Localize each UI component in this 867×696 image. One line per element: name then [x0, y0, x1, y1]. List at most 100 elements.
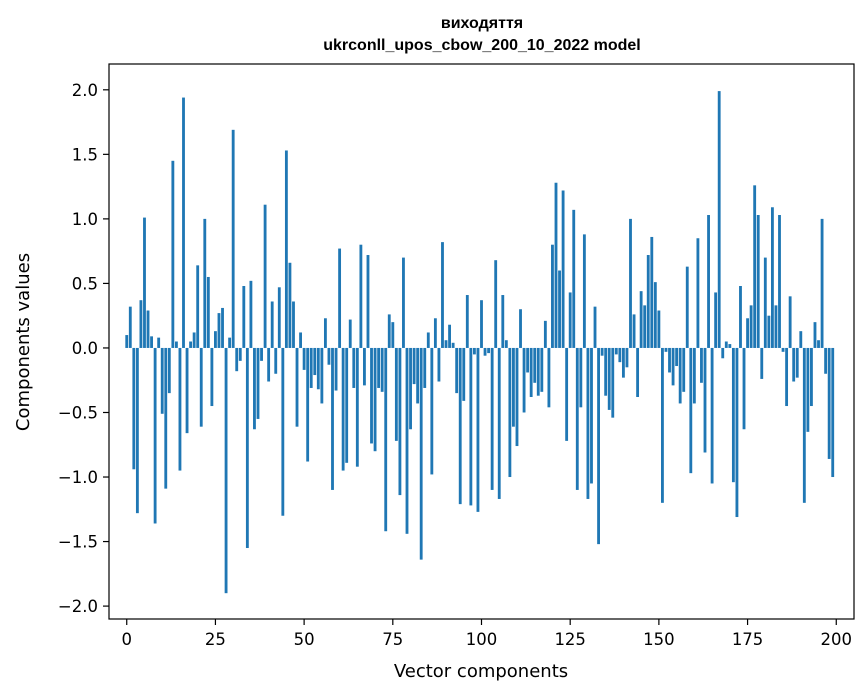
bar	[650, 236, 654, 348]
bar	[206, 276, 210, 348]
bar	[590, 347, 593, 484]
bar	[224, 347, 228, 594]
y-tick-label: −2.0	[58, 597, 98, 616]
x-tick-label: 0	[121, 630, 132, 649]
bar	[700, 347, 703, 383]
bar	[348, 319, 352, 348]
bar	[696, 238, 700, 348]
bar	[795, 347, 799, 378]
bar	[763, 257, 767, 348]
bar	[441, 242, 444, 348]
bar	[192, 332, 196, 348]
bar	[359, 244, 363, 348]
bar	[664, 347, 668, 352]
bar	[185, 347, 189, 434]
bar	[174, 341, 178, 348]
bar	[462, 347, 466, 401]
bar	[561, 190, 565, 348]
bar	[214, 331, 217, 348]
bar	[661, 347, 664, 503]
bar	[277, 287, 281, 348]
bar	[643, 305, 647, 348]
bar	[675, 347, 679, 367]
bar	[806, 347, 810, 432]
bar	[426, 332, 430, 348]
bar	[334, 347, 338, 391]
bar	[717, 91, 721, 348]
bar	[387, 314, 391, 348]
bar	[196, 265, 200, 348]
bar	[444, 340, 448, 348]
bar	[632, 314, 636, 348]
bar	[483, 347, 487, 356]
bar	[707, 215, 710, 348]
bar	[416, 347, 420, 404]
bar	[519, 309, 522, 348]
chart-title: виходяття	[441, 15, 523, 32]
bar	[391, 322, 395, 348]
bar	[682, 347, 686, 392]
bar	[313, 347, 317, 376]
bar	[245, 347, 249, 549]
y-tick-label: 0.0	[72, 339, 98, 358]
y-tick-label: −1.5	[58, 533, 98, 552]
bar	[331, 347, 334, 490]
bar	[597, 347, 600, 545]
bar	[558, 270, 561, 348]
bar	[323, 318, 327, 348]
bar	[820, 218, 824, 348]
bar	[543, 320, 547, 348]
bar	[593, 306, 597, 348]
bar	[125, 335, 129, 348]
bar	[529, 347, 533, 397]
bar	[469, 347, 473, 506]
bar	[302, 347, 306, 370]
bar	[373, 347, 377, 452]
bar	[540, 347, 544, 392]
bar	[735, 347, 739, 518]
bar	[281, 347, 285, 516]
x-tick-label: 200	[821, 630, 853, 649]
bar	[668, 347, 671, 373]
bar	[409, 347, 412, 430]
bar	[380, 347, 384, 392]
x-tick-label: 75	[382, 630, 403, 649]
bar	[153, 347, 157, 524]
bar	[295, 347, 299, 427]
bar	[497, 347, 501, 499]
bar	[714, 292, 718, 348]
bar	[292, 301, 295, 348]
bar	[345, 347, 349, 463]
bar	[341, 347, 345, 471]
bar	[753, 185, 757, 348]
x-tick-label: 50	[294, 630, 315, 649]
bar	[150, 336, 153, 348]
bar	[621, 347, 625, 378]
bar	[515, 347, 519, 447]
bar	[394, 347, 398, 441]
bar	[288, 262, 292, 348]
bar	[203, 218, 207, 348]
bar	[384, 347, 388, 532]
bar	[810, 347, 813, 407]
bar	[799, 331, 803, 348]
bar	[249, 280, 253, 348]
bar	[338, 248, 342, 348]
bar	[767, 315, 771, 348]
bar	[547, 347, 551, 408]
bar	[355, 347, 359, 467]
chart-subtitle: ukrconll_upos_cbow_200_10_2022 model	[323, 37, 640, 54]
bar	[299, 332, 302, 348]
bar	[189, 341, 193, 348]
bar	[831, 347, 835, 478]
bar	[128, 306, 132, 348]
bars-group	[125, 91, 835, 594]
bar	[228, 337, 232, 348]
bar	[802, 347, 806, 503]
bar	[770, 207, 774, 348]
bar	[472, 347, 476, 355]
bar	[377, 347, 381, 388]
bar	[458, 347, 462, 505]
bar	[629, 218, 632, 348]
bar	[135, 347, 139, 514]
